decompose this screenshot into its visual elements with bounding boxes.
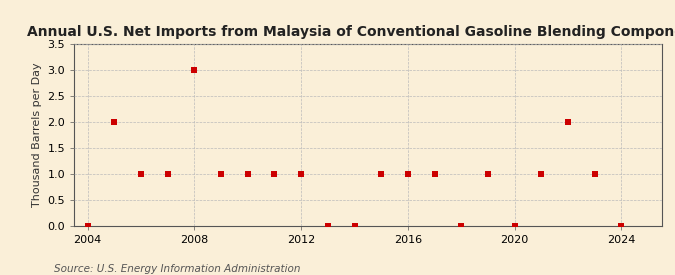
Point	[323, 223, 333, 228]
Point	[376, 171, 387, 176]
Point	[402, 171, 413, 176]
Point	[109, 120, 119, 124]
Point	[349, 223, 360, 228]
Point	[242, 171, 253, 176]
Title: Annual U.S. Net Imports from Malaysia of Conventional Gasoline Blending Componen: Annual U.S. Net Imports from Malaysia of…	[27, 25, 675, 39]
Point	[136, 171, 146, 176]
Y-axis label: Thousand Barrels per Day: Thousand Barrels per Day	[32, 62, 42, 207]
Point	[269, 171, 280, 176]
Point	[563, 120, 574, 124]
Text: Source: U.S. Energy Information Administration: Source: U.S. Energy Information Administ…	[54, 264, 300, 274]
Point	[509, 223, 520, 228]
Point	[162, 171, 173, 176]
Point	[536, 171, 547, 176]
Point	[189, 68, 200, 72]
Point	[616, 223, 627, 228]
Point	[82, 223, 93, 228]
Point	[429, 171, 440, 176]
Point	[589, 171, 600, 176]
Point	[456, 223, 466, 228]
Point	[296, 171, 306, 176]
Point	[483, 171, 493, 176]
Point	[215, 171, 226, 176]
